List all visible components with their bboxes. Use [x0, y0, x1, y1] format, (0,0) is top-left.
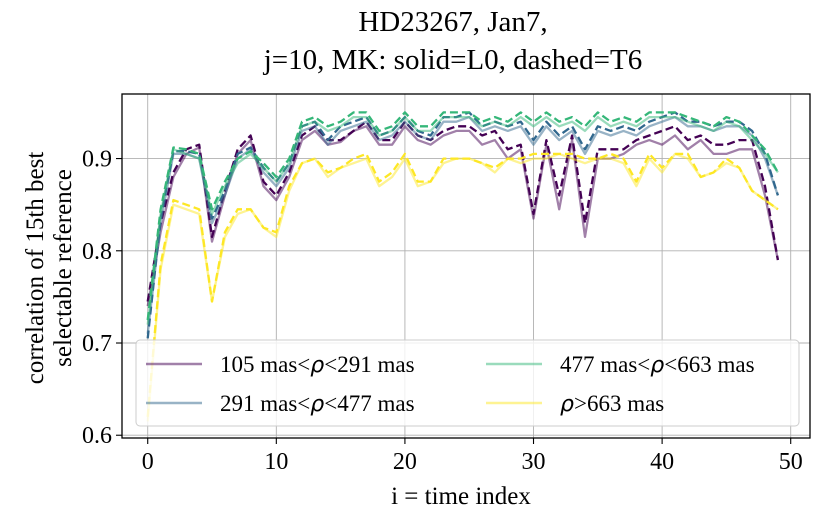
y-tick-label: 0.7 — [82, 331, 112, 357]
y-tick-label: 0.9 — [82, 147, 112, 173]
legend-label: 477 mas<ρ<663 mas — [560, 352, 755, 378]
y-axis-label-line-2: selectable reference — [50, 169, 77, 367]
x-tick-label: 50 — [779, 449, 803, 475]
y-axis-label-line-1: correlation of 15th best — [22, 152, 49, 385]
series-line-solid — [146, 125, 780, 307]
y-tick-label: 0.8 — [82, 239, 112, 265]
chart-title-line-2: j=10, MK: solid=L0, dashed=T6 — [263, 44, 643, 76]
x-tick-label: 30 — [522, 449, 546, 475]
series-line-dashed — [146, 152, 779, 417]
plot-series — [146, 111, 780, 422]
chart-title-line-1: HD23267, Jan7, — [358, 6, 547, 38]
legend-label: 105 mas<ρ<291 mas — [220, 352, 415, 378]
grid-lines — [122, 94, 810, 438]
y-axis-label-group: correlation of 15th best selectable refe… — [22, 152, 77, 385]
legend: 105 mas<ρ<291 mas 291 mas<ρ<477 mas 477 ma… — [135, 339, 800, 427]
series-line-dashed — [146, 120, 780, 302]
x-tick-label: 10 — [264, 449, 288, 475]
series-line-dashed — [146, 111, 779, 339]
legend-box — [135, 339, 800, 427]
x-tick-label: 0 — [142, 449, 154, 475]
x-tick-label: 20 — [393, 449, 417, 475]
plot-frame — [121, 93, 811, 439]
x-axis-label: i = time index — [391, 483, 531, 510]
x-tick-label: 40 — [650, 449, 674, 475]
legend-label: ρ>663 mas — [560, 391, 664, 417]
y-tick-label: 0.6 — [82, 423, 112, 449]
axis-ticks: 0 10 20 30 40 50 0.6 0.7 0.8 0.9 — [82, 147, 803, 475]
series-line-dashed — [146, 111, 779, 321]
series-line-solid — [146, 115, 779, 325]
legend-label: 291 mas<ρ<477 mas — [220, 391, 415, 417]
